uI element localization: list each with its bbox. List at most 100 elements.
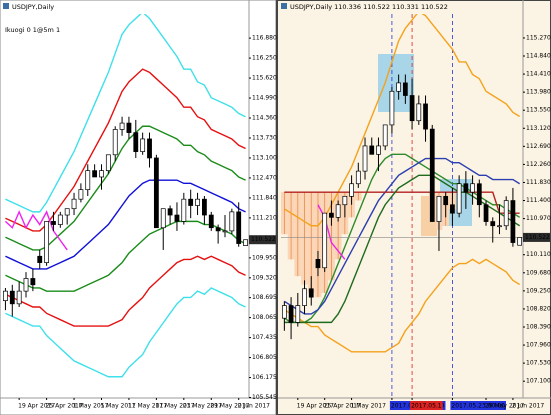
y-tick-label: 108.065 <box>252 314 277 321</box>
candle-body <box>456 183 462 214</box>
x-tick-label: 25 Apr 2017 <box>46 403 83 410</box>
x-tick-label: 29 May 2017 <box>485 403 524 410</box>
candle-body <box>99 170 104 178</box>
candle-body <box>288 305 294 323</box>
candle-body <box>503 200 509 227</box>
y-tick-label: 114.840 <box>526 53 551 60</box>
candle-body <box>9 290 15 305</box>
candle-body <box>409 95 415 122</box>
indicator-line <box>5 14 246 213</box>
candle-body <box>126 122 132 133</box>
y-tick-label: 109.680 <box>526 269 551 276</box>
candle-body <box>236 211 242 244</box>
x-tick-label: 2 Jun 2017 <box>238 403 270 410</box>
right-axis: 115.270 114.840 114.410 113.980 113.550 113.1… <box>297 34 551 410</box>
indicator-line <box>5 255 246 327</box>
candle-body <box>188 198 194 206</box>
price-label: 110.522 <box>525 234 550 241</box>
x-tick-label: 17 May 2017 <box>155 403 194 410</box>
candle-body <box>160 208 166 229</box>
candle-body <box>476 183 482 206</box>
candle-body <box>342 195 348 206</box>
candle-body <box>463 183 469 193</box>
candle-body <box>181 198 187 222</box>
candle-body <box>497 225 502 228</box>
candle-body <box>436 195 442 222</box>
candle-body <box>423 103 428 130</box>
price-label: 110.522 <box>251 236 276 243</box>
candle-body <box>140 138 146 152</box>
x-tick-label: 11 May 2017 <box>128 403 167 410</box>
candle-body <box>470 183 475 193</box>
y-tick-label: 107.435 <box>252 334 277 341</box>
candle-body <box>85 170 91 191</box>
candle-body <box>281 305 287 319</box>
indicator-line <box>283 258 521 353</box>
x-tick-label: 23 May 2017 <box>183 403 222 410</box>
y-tick-label: 115.270 <box>526 34 551 41</box>
candle-body <box>483 204 489 222</box>
y-tick-label: 107.100 <box>526 378 551 385</box>
candle-body <box>416 103 422 122</box>
window-icon <box>3 3 9 9</box>
candle-body <box>208 214 214 229</box>
x-tick-label: 29 May 2017 <box>210 403 249 410</box>
candle-body <box>153 157 159 229</box>
y-tick-label: 113.120 <box>526 125 551 132</box>
indicator-label: Ikuogi 0 1@5m 1 <box>5 26 60 34</box>
candle-body <box>490 221 496 227</box>
y-tick-label: 112.690 <box>526 143 551 150</box>
y-tick-label: 113.730 <box>252 134 277 141</box>
y-tick-label: 109.320 <box>252 274 277 281</box>
candle-body <box>71 198 77 210</box>
x-tick-label: 25 Apr 2017 <box>324 403 361 410</box>
candle-body <box>302 288 307 306</box>
candle-body <box>376 145 381 155</box>
candle-body <box>78 189 84 200</box>
y-tick-label: 111.830 <box>526 179 551 186</box>
y-tick-label: 114.410 <box>526 71 551 78</box>
candle-body <box>133 132 139 152</box>
indicator-line <box>5 220 246 292</box>
candle-body <box>37 255 43 263</box>
y-tick-label: 107.530 <box>526 360 551 367</box>
candle-body <box>295 305 301 323</box>
candle-body <box>201 198 207 216</box>
window-title: USDJPY,Daily <box>12 3 54 11</box>
candle-body <box>92 170 98 178</box>
candle-body <box>402 82 408 96</box>
y-tick-label: 115.620 <box>252 75 277 82</box>
candle-body <box>355 170 361 185</box>
candle-body <box>64 208 70 216</box>
candle-body <box>369 145 375 155</box>
y-tick-label: 107.960 <box>526 342 551 349</box>
candle-body <box>195 198 200 206</box>
y-tick-label: 110.970 <box>526 215 551 222</box>
candle-body <box>429 128 435 222</box>
date-marker-box <box>450 401 506 410</box>
candle-body <box>308 288 314 298</box>
y-tick-label: 110.110 <box>526 251 551 258</box>
y-tick-label: 111.840 <box>252 194 277 201</box>
indicator-line <box>5 179 246 270</box>
candle-body <box>16 290 22 305</box>
y-tick-label: 105.545 <box>252 394 277 401</box>
candle-body <box>3 290 8 302</box>
y-tick-label: 108.820 <box>526 305 551 312</box>
x-tick-label: 5 May 2017 <box>100 403 135 410</box>
highlight-box <box>378 54 414 112</box>
candle-body <box>335 204 341 218</box>
window-title: USDJPY,Daily 110.336 110.522 110.331 110… <box>290 3 448 11</box>
x-tick-label: 19 Apr 2017 <box>18 403 55 410</box>
y-tick-label: 112.470 <box>252 174 277 181</box>
candle-body <box>450 204 455 214</box>
candle-body <box>315 259 321 269</box>
candle-body <box>51 221 56 225</box>
candle-body <box>215 227 221 232</box>
y-tick-label: 116.880 <box>252 35 277 42</box>
x-tick-label: 19 Apr 2017 <box>297 403 334 410</box>
candle-body <box>147 138 152 159</box>
x-tick-label: 1 May 2017 <box>351 403 386 410</box>
